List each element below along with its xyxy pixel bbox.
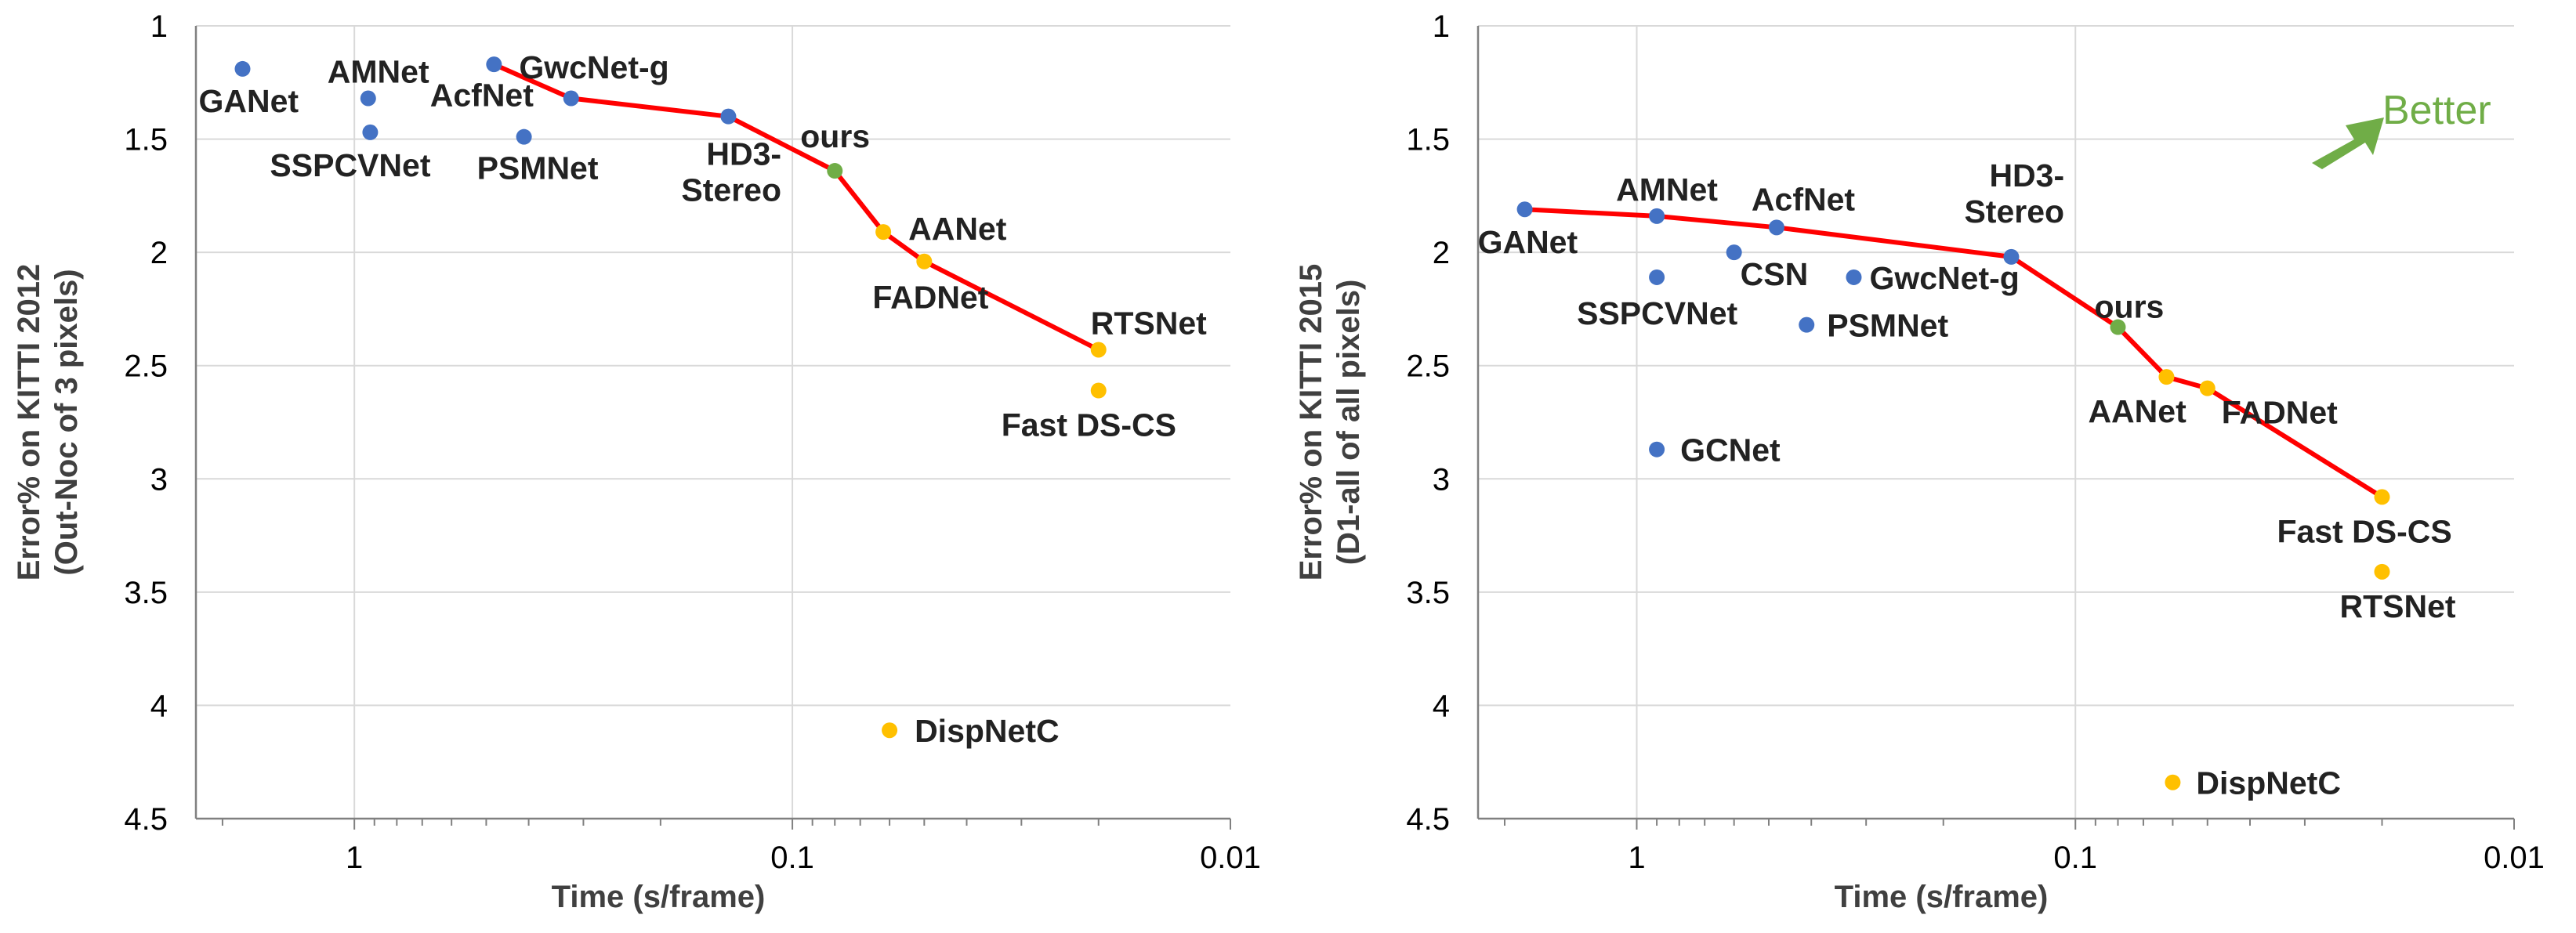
- kitti-2012-chart: 1 1.5 2 2.5 3 3.5 4 4.5 1 0.1 0.01 Time (s/frame) Er…: [12, 9, 1261, 914]
- y-tick-label: 3: [150, 462, 168, 497]
- data-point-csn: [1726, 244, 1742, 261]
- point-label: GANet: [198, 83, 299, 119]
- y-tick-label: 1: [150, 9, 168, 44]
- data-point-ganet: [234, 60, 251, 77]
- data-point-rtsnet: [2374, 563, 2390, 580]
- data-point-rtsnet: [1090, 342, 1107, 358]
- x-tick-label: 0.1: [2053, 841, 2097, 875]
- point-label: GANet: [1478, 224, 1578, 260]
- data-point-sspcvnet: [362, 124, 379, 140]
- data-point-amnet: [360, 90, 376, 107]
- point-label: HD3-Stereo: [681, 136, 781, 208]
- point-label: SSPCVNet: [270, 147, 430, 183]
- point-label: AANet: [2088, 393, 2187, 429]
- point-label: Fast DS-CS: [1002, 407, 1176, 443]
- y-axis-title-line: (D1-all of all pixels): [1331, 280, 1366, 566]
- data-point-ganet: [1516, 201, 1533, 218]
- point-label: RTSNet: [1091, 305, 1207, 341]
- point-label: FADNet: [872, 280, 988, 316]
- data-point-ours: [2110, 319, 2126, 335]
- data-point-fadnet: [916, 253, 933, 269]
- data-point-sspcvnet: [1649, 269, 1665, 285]
- data-point-fadnet: [2199, 380, 2216, 396]
- point-label: SSPCVNet: [1577, 295, 1737, 331]
- point-label: Fast DS-CS: [2277, 513, 2451, 549]
- point-label: ours: [800, 118, 870, 154]
- y-axis-title: Error% on KITTI 2015 (D1-all of all pixel…: [1294, 264, 1366, 581]
- better-arrow-icon: [2312, 118, 2384, 169]
- point-label: ours: [2094, 289, 2164, 325]
- y-tick-label: 2: [1433, 236, 1450, 270]
- y-tick-label: 4.5: [124, 802, 168, 837]
- y-tick-label: 1.5: [1406, 123, 1450, 157]
- better-annotation: Better: [2312, 88, 2491, 169]
- kitti-2015-chart: 1 1.5 2 2.5 3 3.5 4 4.5 1 0.1 0.01 Time (s/frame) Er…: [1294, 9, 2545, 914]
- point-label: AMNet: [328, 54, 429, 90]
- point-label: GwcNet-g: [1869, 260, 2019, 296]
- better-label: Better: [2382, 88, 2491, 133]
- x-axis-title: Time (s/frame): [1835, 880, 2049, 914]
- x-axis-title: Time (s/frame): [552, 880, 766, 914]
- x-tick-label: 1: [1628, 841, 1645, 875]
- point-label: FADNet: [2222, 395, 2338, 431]
- data-point-dispnetc: [882, 722, 898, 739]
- y-tick-label: 4: [1433, 689, 1450, 723]
- data-point-amnet: [1649, 208, 1665, 224]
- data-point-acfnet: [563, 90, 579, 107]
- data-point-dispnetc: [2165, 774, 2181, 790]
- data-point-aanet: [2158, 369, 2175, 385]
- pareto-frontier-line: [493, 62, 1100, 353]
- y-tick-label: 2.5: [124, 349, 168, 384]
- data-point-psmnet: [516, 128, 532, 145]
- point-label: AANet: [908, 211, 1007, 247]
- point-label-line: Stereo: [681, 172, 781, 208]
- y-tick-label: 4.5: [1406, 802, 1450, 837]
- point-label: GwcNet-g: [519, 49, 668, 85]
- point-label-line: Stereo: [1964, 193, 2064, 230]
- point-label-line: HD3-: [706, 136, 781, 172]
- point-label: DispNetC: [2196, 765, 2341, 801]
- point-label: DispNetC: [915, 713, 1060, 749]
- data-point-ours: [827, 163, 843, 179]
- point-label: AcfNet: [1752, 181, 1855, 217]
- data-point-hd3-stereo: [2003, 248, 2020, 265]
- x-tick-label: 0.01: [2484, 841, 2545, 875]
- point-label: PSMNet: [477, 150, 599, 186]
- y-tick-label: 2.5: [1406, 349, 1450, 384]
- y-axis-title-line: (Out-Noc of 3 pixels): [49, 269, 84, 575]
- point-label-line: HD3-: [1989, 157, 2064, 193]
- y-tick-label: 1: [1433, 9, 1450, 44]
- y-tick-label: 3: [1433, 462, 1450, 497]
- y-axis-title: Error% on KITTI 2012 (Out-Noc of 3 pixels…: [12, 264, 84, 581]
- data-point-gwcnet-g: [1846, 269, 1862, 285]
- data-point-hd3-stereo: [720, 108, 737, 125]
- y-tick-label: 3.5: [1406, 576, 1450, 610]
- x-tick-label: 1: [346, 841, 363, 875]
- data-point-fast-ds-cs: [2374, 489, 2390, 505]
- data-point-gwcnet-g: [486, 56, 502, 73]
- y-tick-label: 3.5: [124, 576, 168, 610]
- data-point-psmnet: [1799, 316, 1815, 333]
- data-point-aanet: [875, 224, 892, 240]
- point-label: RTSNet: [2339, 588, 2455, 624]
- y-axis-title-line: Error% on KITTI 2015: [1294, 264, 1328, 581]
- y-axis-title-line: Error% on KITTI 2012: [12, 264, 46, 581]
- point-label: PSMNet: [1827, 308, 1948, 344]
- x-tick-label: 0.1: [770, 841, 814, 875]
- point-label: GCNet: [1680, 432, 1781, 468]
- point-label: HD3-Stereo: [1964, 157, 2064, 230]
- data-point-gcnet: [1649, 441, 1665, 457]
- x-tick-label: 0.01: [1200, 841, 1261, 875]
- y-tick-label: 2: [150, 236, 168, 270]
- point-label: AMNet: [1616, 172, 1718, 208]
- point-label: CSN: [1741, 256, 1809, 292]
- y-tick-label: 4: [150, 689, 168, 723]
- y-tick-label: 1.5: [124, 123, 168, 157]
- data-point-acfnet: [1768, 219, 1784, 236]
- data-point-fast-ds-cs: [1090, 382, 1107, 399]
- point-label: AcfNet: [430, 78, 534, 114]
